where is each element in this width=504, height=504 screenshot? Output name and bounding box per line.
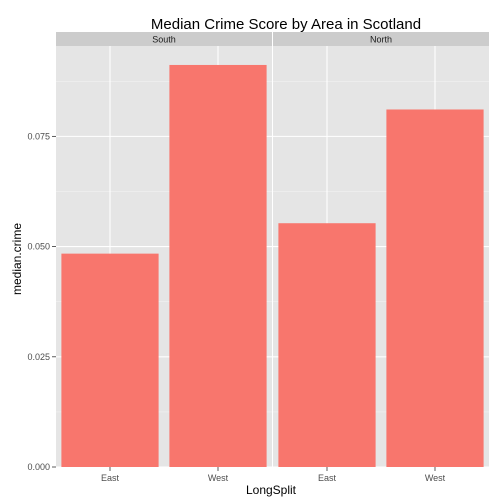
facet-strip-label: South [152, 35, 176, 45]
bar-north-west [386, 109, 484, 468]
y-tick-label: 0.050 [27, 242, 50, 252]
facet-panel-south: South East West [56, 32, 272, 483]
y-tick-label: 0.075 [27, 131, 50, 141]
y-axis-title: median.crime [10, 223, 24, 295]
x-tick-label: East [101, 473, 120, 483]
facet-strip-label: North [370, 35, 392, 45]
facet-panels: South East West North East West [56, 32, 489, 483]
bar-north-east [278, 223, 376, 467]
chart-title: Median Crime Score by Area in Scotland [151, 16, 421, 33]
x-axis-title: LongSplit [246, 483, 297, 497]
x-tick-label: East [318, 473, 337, 483]
facet-strip [273, 32, 489, 46]
x-tick-label: West [208, 473, 229, 483]
y-axis: 0.000 0.025 0.050 0.075 [27, 131, 56, 472]
facet-panel-north: North East West [273, 32, 489, 483]
facet-strip [56, 32, 272, 46]
y-tick-label: 0.025 [27, 352, 50, 362]
x-tick-label: West [425, 473, 446, 483]
y-tick-label: 0.000 [27, 462, 50, 472]
bar-south-east [61, 253, 159, 467]
bar-south-west [169, 64, 267, 467]
